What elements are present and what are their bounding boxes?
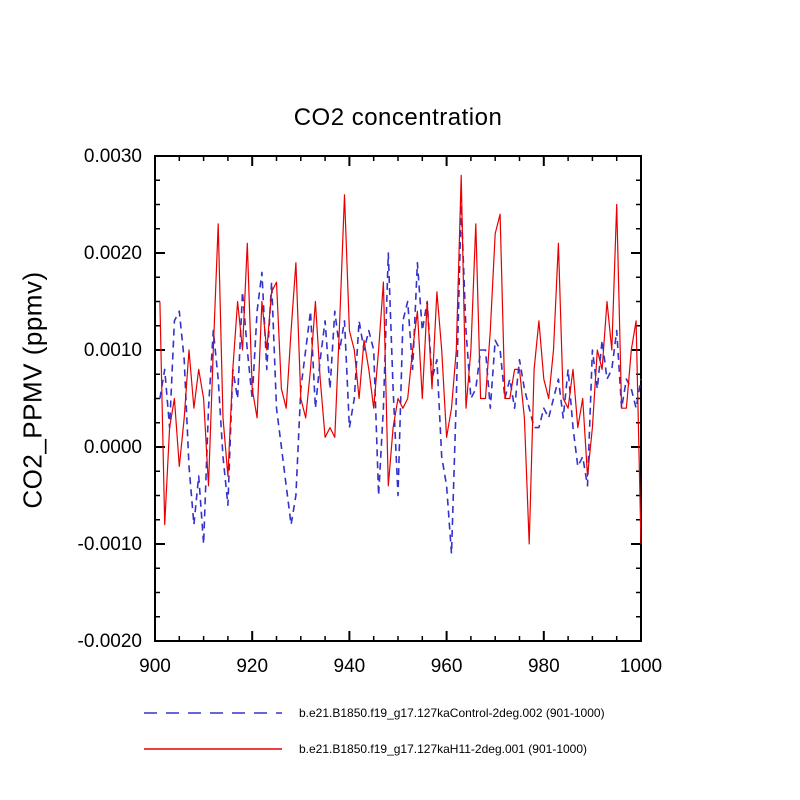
y-tick-label: 0.0000 xyxy=(84,437,142,458)
series-line-0 xyxy=(159,203,642,555)
x-tick-label: 940 xyxy=(334,656,366,677)
x-tick-label: 920 xyxy=(236,656,268,677)
chart-title: CO2 concentration xyxy=(293,104,503,131)
y-tick-label: -0.0010 xyxy=(78,534,142,555)
legend-label-h11: b.e21.B1850.f19_g17.127kaH11-2deg.001 (9… xyxy=(299,742,588,756)
legend-label-control: b.e21.B1850.f19_g17.127kaControl-2deg.00… xyxy=(299,706,605,720)
x-tick-label: 980 xyxy=(528,656,560,677)
legend-item-control: b.e21.B1850.f19_g17.127kaControl-2deg.00… xyxy=(143,706,605,720)
y-tick-label: 0.0030 xyxy=(84,146,142,167)
series-line-1 xyxy=(159,174,642,545)
legend-item-h11: b.e21.B1850.f19_g17.127kaH11-2deg.001 (9… xyxy=(143,742,605,756)
legend-solid-line-sample xyxy=(144,748,282,750)
y-tick-label: 0.0020 xyxy=(84,243,142,264)
x-tick-label: 900 xyxy=(139,656,171,677)
y-tick-label: -0.0020 xyxy=(78,631,142,652)
legend-dashed-line-sample xyxy=(144,712,282,714)
y-tick-label: 0.0010 xyxy=(84,340,142,361)
x-tick-label: 960 xyxy=(431,656,463,677)
legend: b.e21.B1850.f19_g17.127kaControl-2deg.00… xyxy=(143,706,605,756)
x-tick-label: 1000 xyxy=(620,656,662,677)
